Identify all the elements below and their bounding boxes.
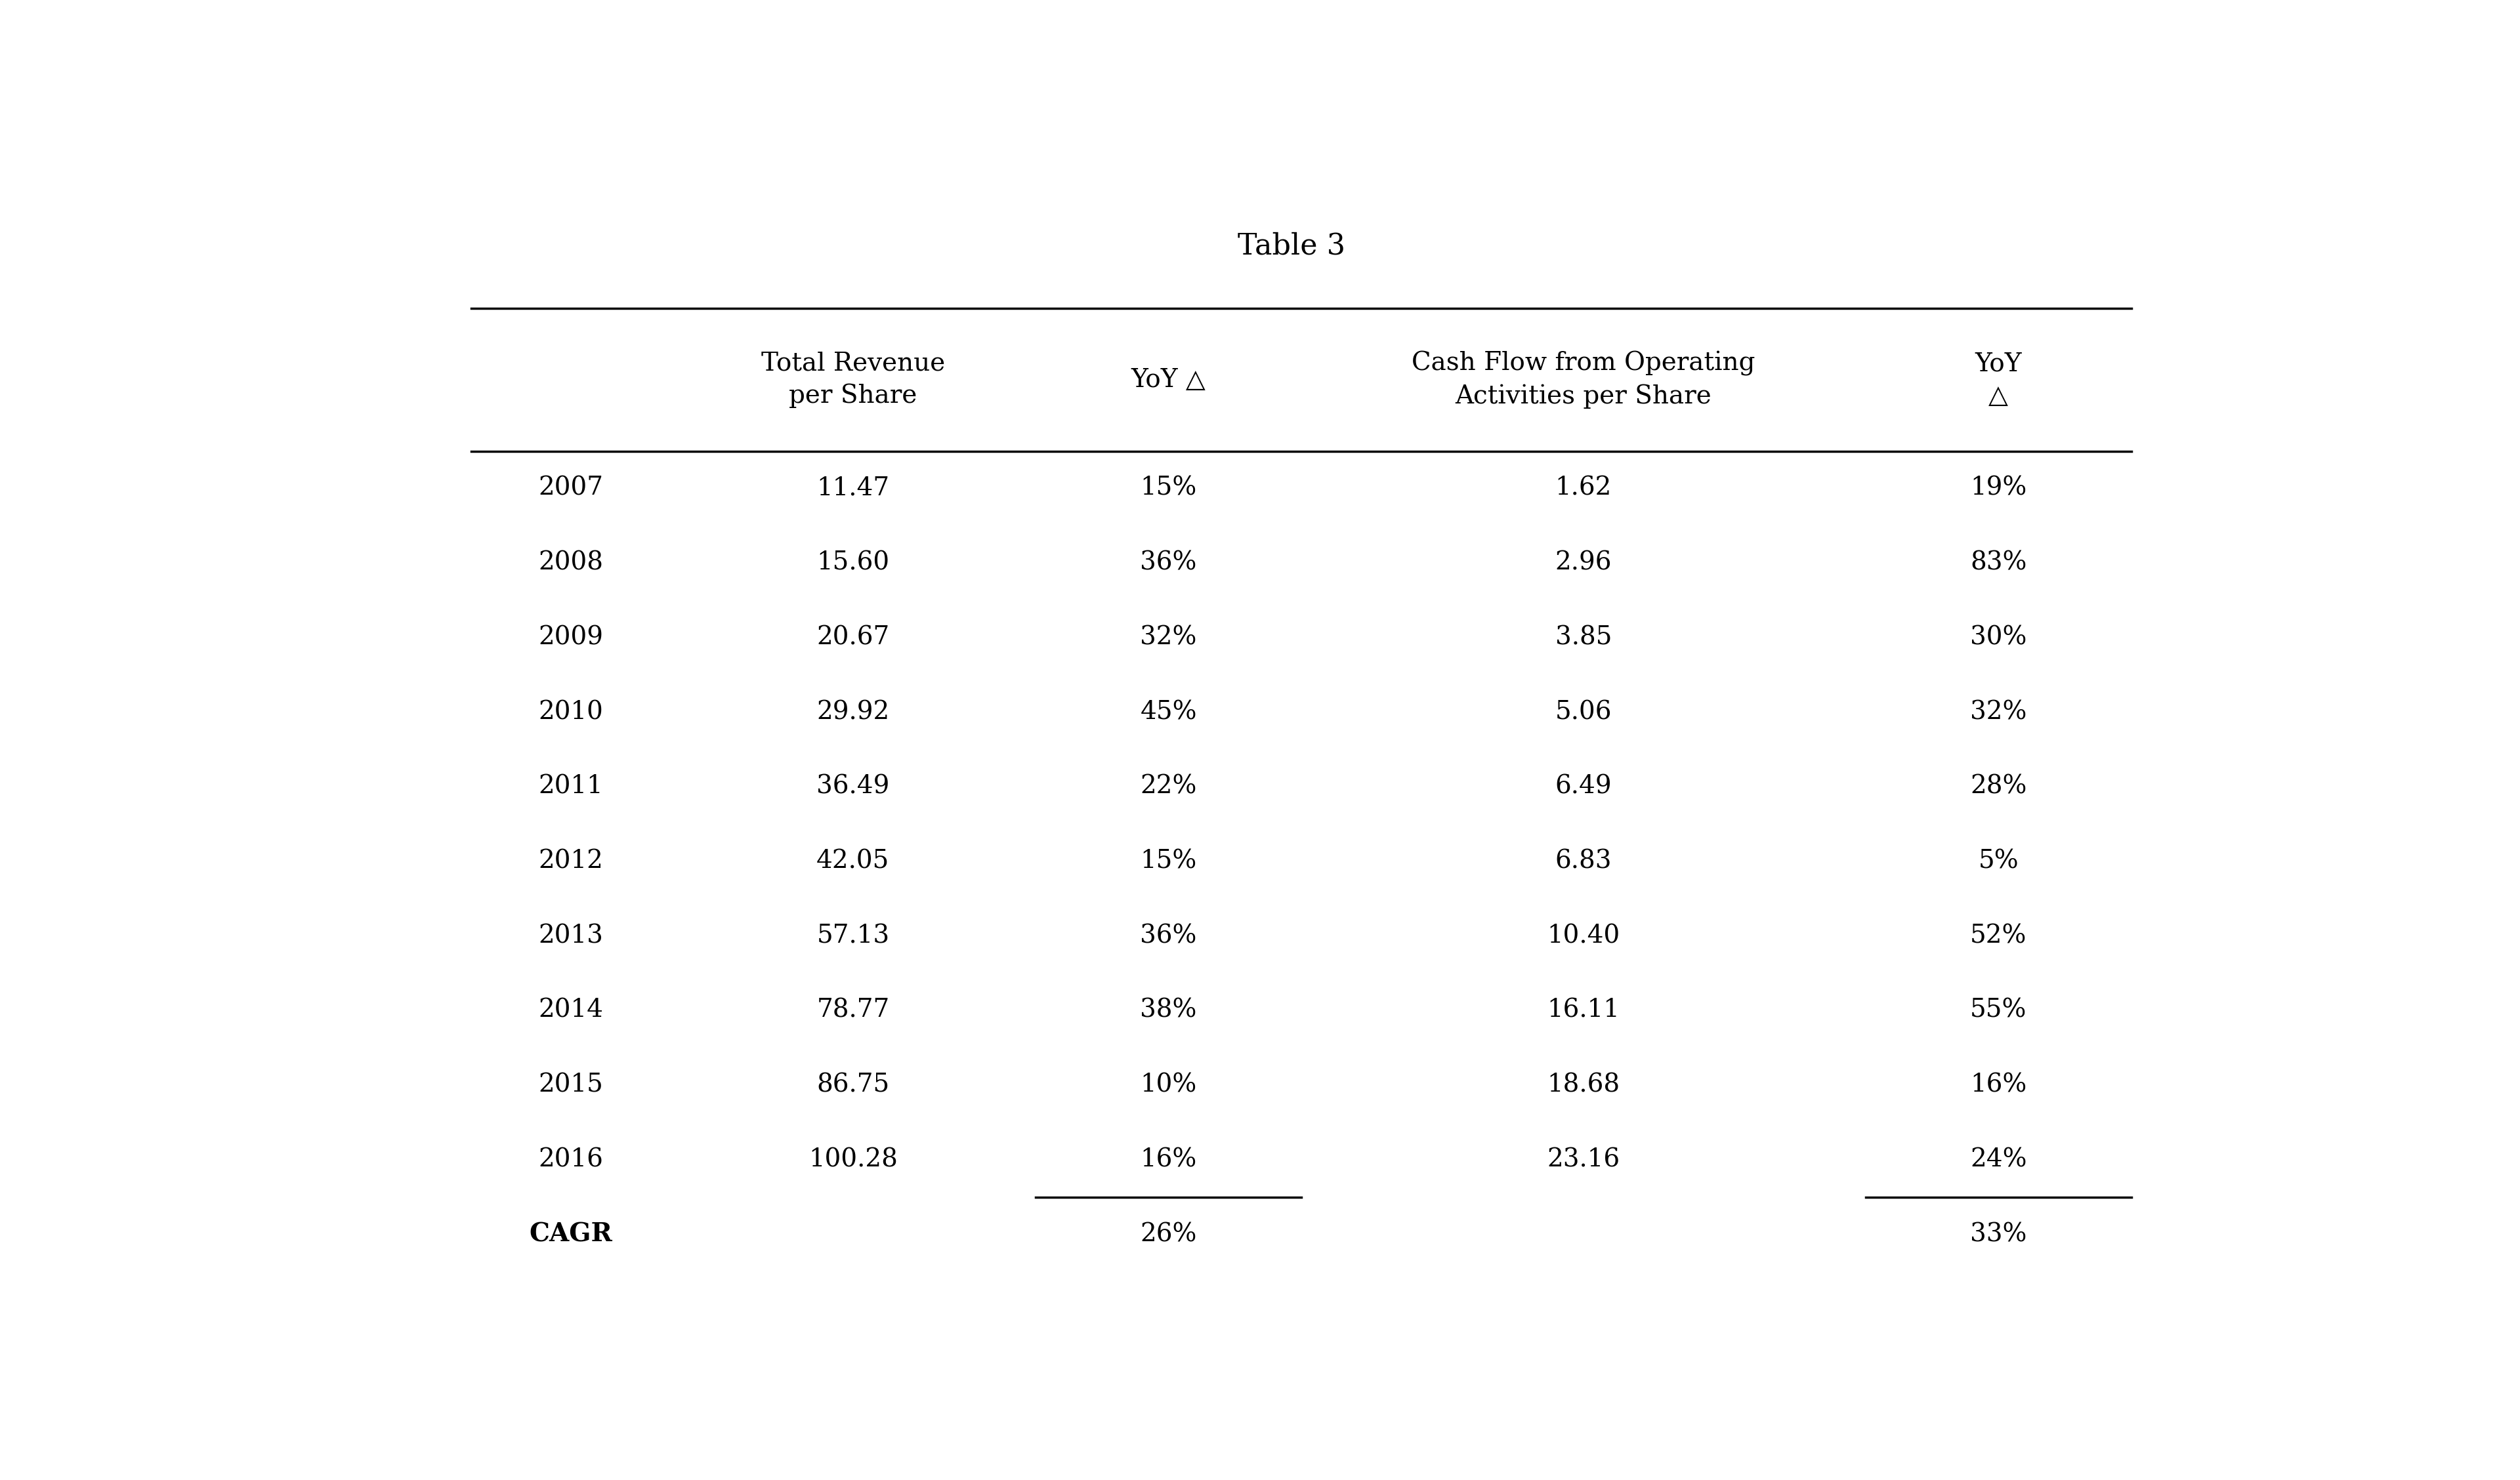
Text: 10%: 10% xyxy=(1139,1073,1197,1097)
Text: 3.85: 3.85 xyxy=(1555,626,1613,650)
Text: YoY
△: YoY △ xyxy=(1976,352,2021,408)
Text: 10.40: 10.40 xyxy=(1547,924,1620,949)
Text: 6.49: 6.49 xyxy=(1555,774,1613,799)
Text: 24%: 24% xyxy=(1971,1147,2026,1172)
Text: 57.13: 57.13 xyxy=(816,924,890,949)
Text: 2016: 2016 xyxy=(539,1147,602,1172)
Text: 28%: 28% xyxy=(1971,774,2026,799)
Text: 2.96: 2.96 xyxy=(1555,551,1613,576)
Text: 2012: 2012 xyxy=(539,850,602,873)
Text: 2008: 2008 xyxy=(539,551,602,576)
Text: 100.28: 100.28 xyxy=(809,1147,897,1172)
Text: 2007: 2007 xyxy=(539,477,602,500)
Text: 2010: 2010 xyxy=(539,700,602,724)
Text: 36%: 36% xyxy=(1139,551,1197,576)
Text: Total Revenue
per Share: Total Revenue per Share xyxy=(761,352,945,408)
Text: 32%: 32% xyxy=(1971,700,2026,724)
Text: 55%: 55% xyxy=(1971,999,2026,1023)
Text: 86.75: 86.75 xyxy=(816,1073,890,1097)
Text: 38%: 38% xyxy=(1139,999,1197,1023)
Text: 11.47: 11.47 xyxy=(816,477,890,500)
Text: 33%: 33% xyxy=(1971,1222,2026,1246)
Text: 15%: 15% xyxy=(1139,477,1197,500)
Text: 5.06: 5.06 xyxy=(1555,700,1613,724)
Text: 5%: 5% xyxy=(1978,850,2019,873)
Text: Table 3: Table 3 xyxy=(1237,232,1346,260)
Text: 2015: 2015 xyxy=(539,1073,602,1097)
Text: 36%: 36% xyxy=(1139,924,1197,949)
Text: 32%: 32% xyxy=(1139,626,1197,650)
Text: 15.60: 15.60 xyxy=(816,551,890,576)
Text: 1.62: 1.62 xyxy=(1555,477,1613,500)
Text: 29.92: 29.92 xyxy=(816,700,890,724)
Text: 26%: 26% xyxy=(1139,1222,1197,1246)
Text: 83%: 83% xyxy=(1971,551,2026,576)
Text: 6.83: 6.83 xyxy=(1555,850,1613,873)
Text: 16.11: 16.11 xyxy=(1547,999,1620,1023)
Text: 16%: 16% xyxy=(1971,1073,2026,1097)
Text: 2014: 2014 xyxy=(539,999,602,1023)
Text: 30%: 30% xyxy=(1971,626,2026,650)
Text: 20.67: 20.67 xyxy=(816,626,890,650)
Text: 2011: 2011 xyxy=(539,774,602,799)
Text: 36.49: 36.49 xyxy=(816,774,890,799)
Text: 18.68: 18.68 xyxy=(1547,1073,1620,1097)
Text: 52%: 52% xyxy=(1971,924,2026,949)
Text: 22%: 22% xyxy=(1139,774,1197,799)
Text: 19%: 19% xyxy=(1971,477,2026,500)
Text: 2013: 2013 xyxy=(539,924,602,949)
Text: 2009: 2009 xyxy=(539,626,602,650)
Text: 15%: 15% xyxy=(1139,850,1197,873)
Text: 42.05: 42.05 xyxy=(816,850,890,873)
Text: 23.16: 23.16 xyxy=(1547,1147,1620,1172)
Text: YoY △: YoY △ xyxy=(1131,367,1205,392)
Text: CAGR: CAGR xyxy=(529,1222,612,1246)
Text: 45%: 45% xyxy=(1139,700,1197,724)
Text: Cash Flow from Operating
Activities per Share: Cash Flow from Operating Activities per … xyxy=(1411,351,1756,408)
Text: 78.77: 78.77 xyxy=(816,999,890,1023)
Text: 16%: 16% xyxy=(1139,1147,1197,1172)
